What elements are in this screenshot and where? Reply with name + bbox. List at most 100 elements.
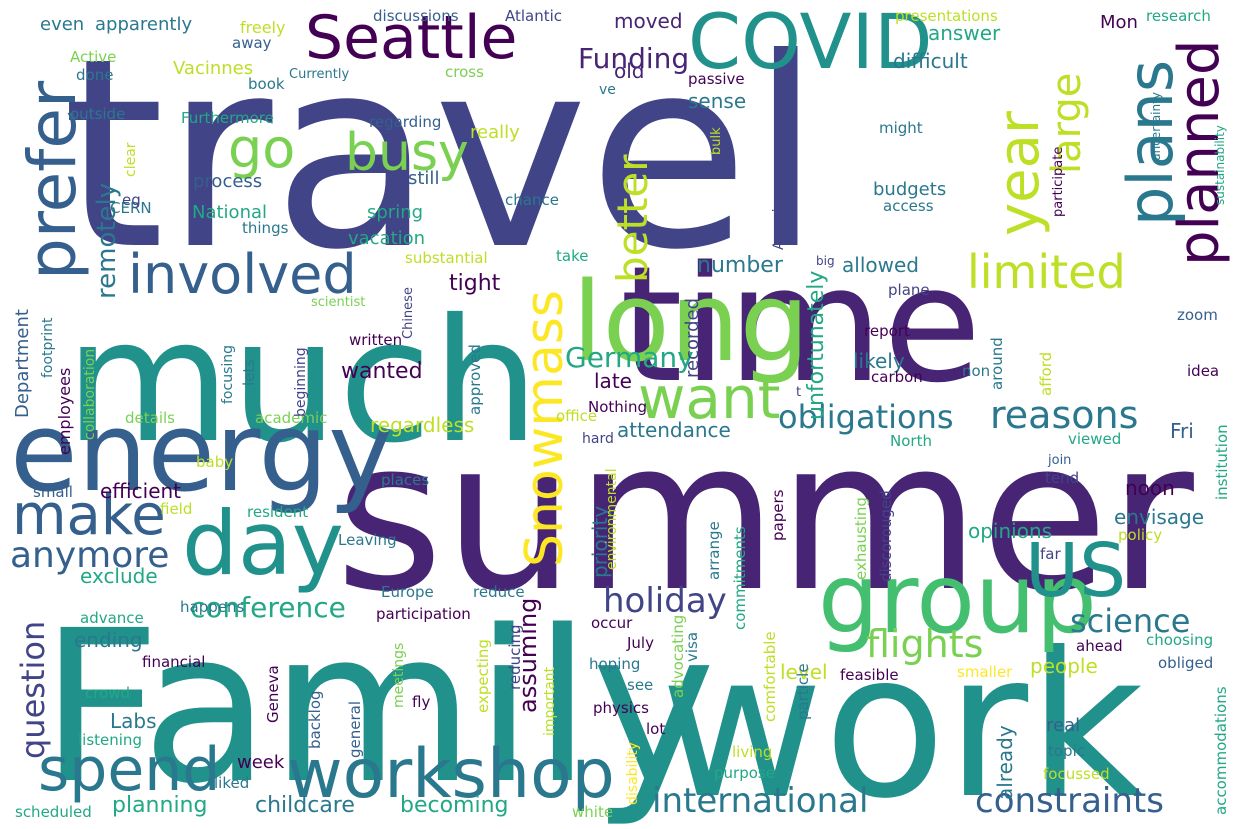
cloud-word-planned: planned — [1167, 40, 1232, 266]
cloud-word-funding: Funding — [578, 42, 689, 75]
cloud-word-travel: travel — [62, 2, 822, 307]
cloud-word-institution: institution — [1213, 424, 1231, 500]
cloud-word-freely: freely — [240, 18, 285, 37]
cloud-word-go: go — [228, 117, 295, 180]
cloud-word-written: written — [349, 331, 402, 349]
cloud-word-atlantic: Atlantic — [505, 7, 562, 25]
cloud-word-exhausting: exhausting — [852, 497, 870, 580]
cloud-word-viewed: viewed — [1068, 430, 1121, 448]
cloud-word-advocating: advocating — [669, 615, 687, 698]
cloud-word-plans: plans — [1114, 60, 1187, 226]
cloud-word-hoping: hoping — [589, 655, 640, 673]
cloud-word-energy: energy — [10, 388, 393, 516]
cloud-word-around: around — [988, 337, 1006, 390]
cloud-word-baby: baby — [196, 453, 233, 471]
cloud-word-attendance: attendance — [617, 418, 731, 442]
cloud-word-group: group — [818, 543, 1097, 655]
cloud-word-join: join — [1047, 453, 1071, 468]
cloud-word-tight: tight — [449, 271, 501, 296]
cloud-word-tend: tend — [1045, 469, 1079, 487]
cloud-word-field: field — [160, 500, 192, 518]
cloud-word-work: work — [660, 610, 1144, 829]
cloud-word-listening: listening — [78, 731, 142, 749]
cloud-word-late: late — [594, 369, 632, 393]
cloud-word-cross: cross — [445, 63, 484, 81]
cloud-word-active: Active — [70, 48, 116, 66]
cloud-word-week: week — [237, 752, 285, 773]
cloud-word-presentations: presentations — [895, 7, 998, 25]
cloud-word-remotely: remotely — [92, 183, 122, 299]
cloud-word-large: large — [1044, 73, 1090, 174]
cloud-word-answer: answer — [928, 21, 1001, 45]
cloud-word-currently: Currently — [289, 67, 349, 82]
cloud-word-liked: liked — [214, 774, 249, 792]
cloud-word-science: science — [1070, 602, 1190, 640]
cloud-word-noon: noon — [1125, 476, 1175, 500]
cloud-word-ve: ve — [599, 82, 616, 98]
cloud-word-sense: sense — [688, 89, 746, 113]
cloud-word-vacinnes: Vacinnes — [173, 58, 253, 79]
cloud-word-done: done — [76, 66, 113, 84]
cloud-word-might: might — [879, 119, 923, 137]
cloud-word-busy: busy — [345, 123, 469, 183]
cloud-word-apparently: apparently — [95, 14, 192, 35]
cloud-word-expecting: expecting — [474, 639, 492, 713]
cloud-word-advance: advance — [80, 609, 144, 627]
cloud-word-europe: Europe — [381, 583, 434, 601]
cloud-word-number: number — [697, 253, 784, 278]
cloud-word-collaboration: collaboration — [82, 349, 98, 440]
cloud-word-idea: idea — [1187, 362, 1219, 380]
cloud-word-choosing: choosing — [1146, 631, 1213, 649]
cloud-word-academic: academic — [255, 409, 327, 427]
cloud-word-international: international — [652, 781, 868, 821]
cloud-word-efficient: efficient — [100, 479, 181, 503]
cloud-word-much: much — [65, 283, 540, 481]
cloud-word-unfortunately: unfortunately — [804, 271, 829, 420]
cloud-word-commitments: commitments — [731, 526, 749, 630]
cloud-word-reasons: reasons — [990, 393, 1138, 437]
cloud-word-office: office — [556, 407, 597, 425]
cloud-word-clear: clear — [123, 142, 139, 177]
cloud-word-beginning: beginning — [293, 347, 309, 417]
cloud-word-research: research — [1146, 7, 1211, 25]
cloud-word-occur: occur — [591, 614, 633, 632]
cloud-word-question: question — [14, 621, 52, 759]
cloud-word-crowd: crowd — [85, 684, 130, 702]
cloud-word-visa: visa — [683, 632, 701, 662]
cloud-word-mon: Mon — [1100, 12, 1138, 33]
cloud-word-feasible: feasible — [840, 666, 899, 684]
cloud-word-process: process — [193, 171, 262, 192]
cloud-word-exclude: exclude — [80, 564, 158, 588]
cloud-word-budgets: budgets — [873, 179, 946, 200]
cloud-word-discussions: discussions — [373, 7, 459, 25]
cloud-word-better: better — [608, 154, 657, 283]
cloud-word-likely: likely — [853, 349, 905, 373]
cloud-word-backlog: backlog — [306, 690, 324, 749]
cloud-word-seattle: Seattle — [305, 3, 517, 73]
cloud-word-involved: involved — [128, 243, 357, 306]
cloud-word-prefer: prefer — [14, 80, 91, 280]
cloud-word-meetings: meetings — [391, 643, 407, 708]
cloud-word-eg: eg — [122, 191, 141, 209]
cloud-word-participation: participation — [376, 605, 471, 623]
cloud-word-summer: summer — [335, 396, 1194, 638]
cloud-word-uncertainty: uncertainty — [1149, 92, 1163, 161]
cloud-word-already: already — [993, 725, 1017, 800]
cloud-word-furthermore: Furthermore — [181, 109, 274, 127]
cloud-word-chance: chance — [505, 191, 559, 209]
cloud-word-time: time — [620, 231, 981, 418]
cloud-word-fly: fly — [412, 693, 430, 711]
cloud-word-snowmass: Snowmass — [515, 290, 575, 567]
cloud-word-department: Department — [12, 309, 33, 418]
cloud-word-purpose: purpose — [714, 764, 775, 782]
cloud-word-national: National — [192, 202, 267, 223]
cloud-word-reducing: reducing — [506, 624, 524, 690]
cloud-word-old: old — [614, 59, 645, 83]
cloud-word-opinions: opinions — [968, 519, 1052, 543]
cloud-word-focusing: focusing — [220, 345, 236, 404]
cloud-word-us: US — [1025, 528, 1126, 614]
cloud-word-sustainability: sustainability — [1213, 125, 1227, 205]
cloud-word-obligations: obligations — [778, 398, 954, 436]
cloud-word-details: details — [125, 409, 175, 427]
